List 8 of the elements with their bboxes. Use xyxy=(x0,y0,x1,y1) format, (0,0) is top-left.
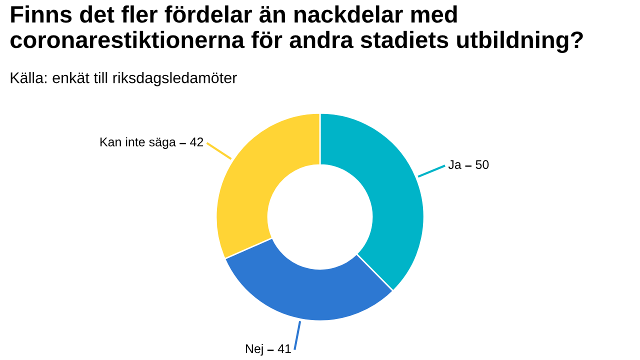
slice-label: Ja xyxy=(448,160,462,169)
slice-label: Kan inte säga xyxy=(100,137,176,149)
chart-subtitle: Källa: enkät till riksdagsledamöter xyxy=(10,72,237,86)
chart-title: Finns det fler fördelar än nackdelar med coronarestiktionerna för andra stadiets utbildning? xyxy=(10,5,583,53)
data-label: 41 xyxy=(278,344,291,354)
slice-label: Nej xyxy=(246,344,263,356)
data-label: 50 xyxy=(476,160,489,169)
data-label: 42 xyxy=(190,138,204,146)
